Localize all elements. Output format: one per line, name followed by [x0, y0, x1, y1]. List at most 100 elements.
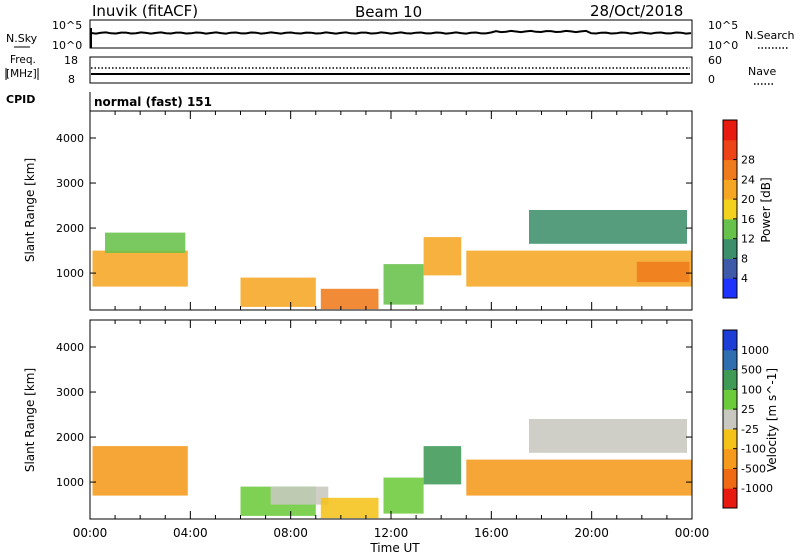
- power-echo-region: [92, 250, 188, 287]
- colorbar-tick-label: 25: [741, 403, 755, 416]
- x-tick-label: 16:00: [474, 526, 509, 540]
- colorbar-tick-label: 4: [741, 272, 748, 285]
- colorbar-segment: [723, 199, 737, 220]
- x-tick-label: 12:00: [374, 526, 409, 540]
- nsearch-tick-top: 10^5: [708, 19, 738, 32]
- y-tick-label: 4000: [56, 341, 84, 354]
- colorbar-tick-label: -100: [741, 443, 766, 456]
- colorbar-segment: [723, 468, 737, 489]
- nsky-series: [90, 29, 692, 35]
- power-ylabel: Slant Range [km]: [23, 158, 37, 262]
- colorbar-segment: [723, 330, 737, 351]
- freq-panel: Freq. [MHz] 18 8 60 0 Nave: [5, 54, 776, 86]
- colorbar-segment: [723, 218, 737, 240]
- colorbar-tick-label: -1000: [741, 482, 773, 495]
- freq-unit-label: [MHz]: [6, 68, 37, 80]
- colorbar-segment: [723, 139, 737, 161]
- power-echo-region: [636, 261, 690, 283]
- nave-tick-top: 60: [708, 54, 722, 67]
- colorbar-tick-label: 16: [741, 213, 755, 226]
- power-colorbar-label: Power [dB]: [759, 177, 773, 242]
- colorbar-segment: [723, 159, 737, 180]
- cpid-label: CPID: [6, 93, 35, 106]
- nave-label: Nave: [748, 65, 776, 78]
- velocity-ylabel: Slant Range [km]: [23, 368, 37, 472]
- velocity-heatmap: [92, 419, 693, 519]
- power-echo-region: [383, 264, 424, 305]
- cpid-value: normal (fast) 151: [94, 95, 212, 109]
- velocity-echo-region: [320, 497, 379, 519]
- colorbar-frame: [722, 119, 738, 299]
- colorbar-segment: [723, 120, 737, 141]
- velocity-colorbar: 1000 500 100 25 -25 -100 -500 -1000: [722, 329, 773, 509]
- velocity-panel: 1000 2000 3000 4000 Slant Range [km] 1000 50…: [23, 319, 779, 520]
- nsearch-label: N.Search: [745, 29, 795, 42]
- x-tick-label: 20:00: [574, 526, 609, 540]
- colorbar-segment: [723, 258, 737, 279]
- colorbar-tick-label: 12: [741, 233, 755, 246]
- colorbar-segment: [723, 488, 737, 509]
- nsky-tick-bottom: 10^0: [52, 39, 82, 52]
- colorbar-segment: [723, 349, 737, 371]
- velocity-echo-region: [92, 446, 188, 496]
- station-title: Inuvik (fitACF): [92, 2, 198, 20]
- power-heatmap: [92, 210, 693, 310]
- x-tick-label: 00:00: [73, 526, 108, 540]
- x-tick-label: 00:00: [675, 526, 710, 540]
- colorbar-segment: [723, 409, 737, 430]
- colorbar-segment: [723, 369, 737, 390]
- nsky-tick-top: 10^5: [52, 19, 82, 32]
- x-axis-label: Time UT: [369, 541, 420, 554]
- y-tick-label: 4000: [56, 132, 84, 145]
- power-echo-region: [105, 232, 186, 253]
- y-tick-label: 3000: [56, 386, 84, 399]
- nsky-label: N.Sky: [6, 32, 38, 45]
- beam-title: Beam 10: [355, 3, 422, 21]
- colorbar-tick-label: 500: [741, 364, 762, 377]
- power-x-ticks: [89, 111, 693, 310]
- velocity-echo-region: [270, 486, 329, 505]
- power-echo-region: [529, 210, 687, 244]
- nave-tick-bottom: 0: [708, 73, 715, 86]
- y-tick-label: 1000: [56, 267, 84, 280]
- y-tick-label: 1000: [56, 476, 84, 489]
- freq-tick-bottom: 8: [68, 73, 75, 86]
- velocity-echo-region: [466, 459, 693, 496]
- date-title: 28/Oct/2018: [590, 2, 683, 20]
- velocity-echo-region: [383, 477, 424, 514]
- power-colorbar: 4 8 12 16 20 24 28: [722, 119, 755, 299]
- velocity-echo-region: [529, 419, 687, 453]
- power-echo-region: [240, 277, 316, 307]
- velocity-y-ticks: 1000 2000 3000 4000: [56, 341, 692, 489]
- x-tick-labels: 00:00 04:00 08:00 12:00 16:00 20:00 00:00: [73, 526, 710, 540]
- freq-label: Freq.: [10, 54, 36, 66]
- power-y-ticks: 1000 2000 3000 4000: [56, 132, 692, 280]
- colorbar-segment: [723, 428, 737, 450]
- x-tick-label: 08:00: [273, 526, 308, 540]
- colorbar-segment: [723, 448, 737, 469]
- colorbar-tick-label: 28: [741, 154, 755, 167]
- colorbar-segment: [723, 389, 737, 410]
- y-tick-label: 2000: [56, 431, 84, 444]
- y-tick-label: 3000: [56, 177, 84, 190]
- colorbar-tick-label: 24: [741, 173, 755, 186]
- colorbar-tick-label: 100: [741, 383, 762, 396]
- colorbar-tick-label: 8: [741, 252, 748, 265]
- colorbar-tick-label: 1000: [741, 344, 769, 357]
- colorbar-tick-label: 20: [741, 193, 755, 206]
- velocity-colorbar-label: Velocity [m s^-1]: [765, 368, 779, 472]
- colorbar-tick-label: -500: [741, 462, 766, 475]
- colorbar-frame: [722, 329, 738, 509]
- nsearch-tick-bottom: 10^0: [708, 39, 738, 52]
- power-echo-region: [320, 288, 379, 310]
- colorbar-segment: [723, 179, 737, 200]
- colorbar-tick-label: -25: [741, 423, 759, 436]
- x-tick-label: 04:00: [173, 526, 208, 540]
- nsky-panel: N.Sky 10^5 10^0 10^5 10^0 N.Search: [6, 19, 795, 52]
- velocity-echo-region: [423, 446, 462, 485]
- power-echo-region: [423, 237, 462, 276]
- power-panel: 1000 2000 3000 4000 Slant Range [km] 4 8 12 16…: [23, 110, 773, 311]
- colorbar-segment: [723, 278, 737, 299]
- y-tick-label: 2000: [56, 222, 84, 235]
